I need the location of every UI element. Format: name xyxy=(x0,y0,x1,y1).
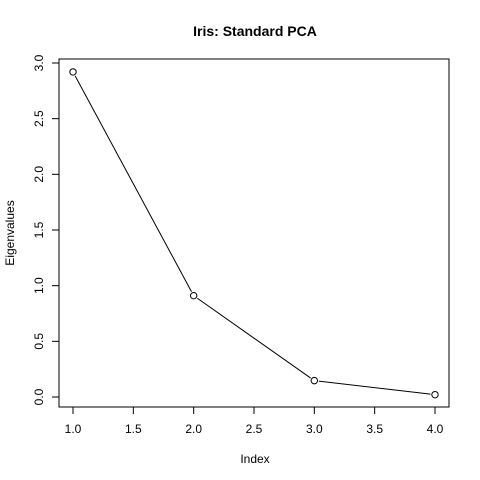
x-tick-label: 4.0 xyxy=(427,422,444,436)
y-tick-label: 0.0 xyxy=(32,388,46,405)
y-axis-label: Eigenvalues xyxy=(3,200,17,265)
data-point xyxy=(189,291,198,300)
series-segment xyxy=(197,297,311,379)
data-point xyxy=(431,390,439,399)
data-point xyxy=(69,68,77,76)
y-tick-label: 1.5 xyxy=(32,221,46,238)
x-tick-label: 2.0 xyxy=(185,422,202,436)
y-tick-label: 1.0 xyxy=(32,277,46,294)
x-axis-label: Index xyxy=(240,452,269,466)
series-eigenvalues xyxy=(69,68,439,399)
x-tick-label: 1.0 xyxy=(65,422,82,436)
x-tick-label: 2.5 xyxy=(246,422,263,436)
y-tick-label: 0.5 xyxy=(32,333,46,350)
y-tick-label: 2.5 xyxy=(32,110,46,127)
x-tick-label: 1.5 xyxy=(125,422,142,436)
y-tick-label: 2.0 xyxy=(32,166,46,183)
data-point xyxy=(310,376,319,385)
y-tick-label: 3.0 xyxy=(32,54,46,71)
y-axis: 0.0 0.5 1.0 1.5 2.0 2.5 3.0 xyxy=(32,54,59,405)
plot-area-box xyxy=(58,58,450,408)
series-segment xyxy=(318,380,431,395)
chart-title: Iris: Standard PCA xyxy=(193,23,317,39)
x-axis: 1.0 1.5 2.0 2.5 3.0 3.5 4.0 xyxy=(65,407,444,436)
series-segment xyxy=(74,75,192,292)
x-tick-label: 3.5 xyxy=(366,422,383,436)
x-tick-label: 3.0 xyxy=(306,422,323,436)
